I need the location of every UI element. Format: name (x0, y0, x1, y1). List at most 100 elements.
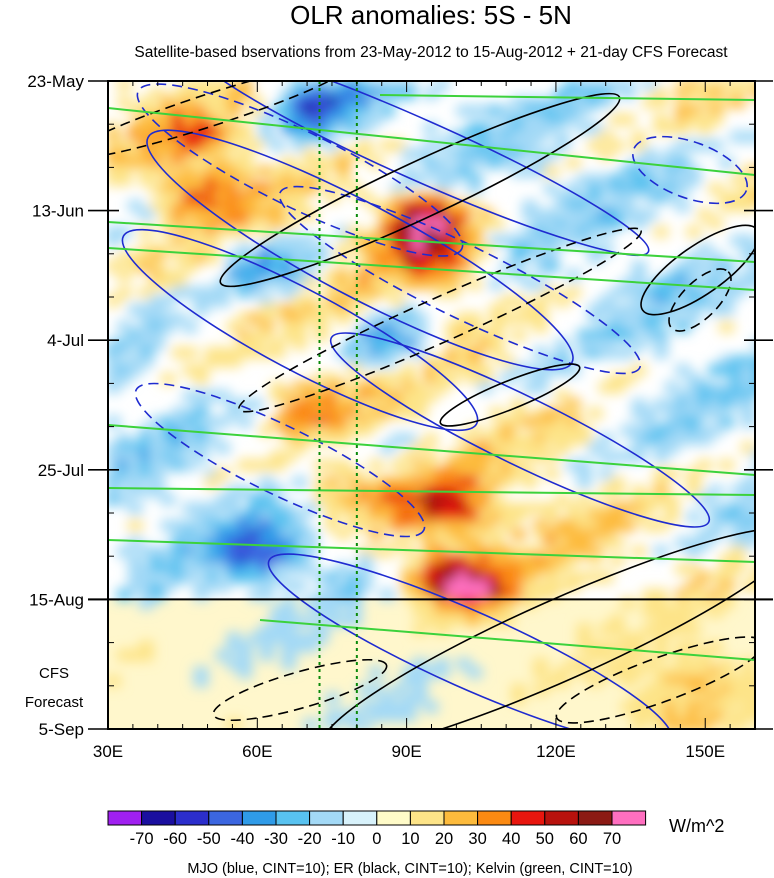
anomaly-cell (379, 441, 395, 454)
anomaly-cell (412, 251, 428, 264)
anomaly-cell (357, 81, 373, 91)
reference-longitude-lines (318, 81, 358, 729)
anomaly-cell (752, 338, 755, 351)
colorbar-swatch (544, 810, 579, 826)
anomaly-cell (489, 277, 505, 290)
anomaly-cell (511, 692, 527, 705)
anomaly-cell (697, 122, 713, 135)
colorbar-label: 70 (603, 830, 621, 848)
anomaly-cell (565, 156, 581, 169)
anomaly-cell (598, 225, 614, 238)
anomaly-cell (752, 511, 755, 523)
anomaly-cell (215, 295, 231, 307)
anomaly-cell (620, 113, 636, 126)
anomaly-cell (434, 81, 450, 91)
anomaly-cell (357, 718, 373, 729)
anomaly-cell (752, 519, 755, 532)
plot-area (108, 81, 755, 729)
anomaly-cell (587, 675, 603, 688)
anomaly-cell (412, 174, 428, 187)
anomaly-cell (653, 718, 669, 729)
anomaly-cell (401, 87, 417, 100)
er-contour (439, 363, 581, 427)
anomaly-cell (108, 295, 121, 307)
anomaly-cell (346, 614, 362, 627)
anomaly-cell (587, 81, 603, 91)
anomaly-cell (215, 415, 231, 428)
mjo-contour (136, 83, 464, 257)
anomaly-cell (138, 225, 154, 238)
anomaly-cell (292, 251, 308, 264)
anomaly-cell (401, 709, 417, 722)
anomaly-cell (609, 536, 625, 549)
anomaly-cell (576, 476, 592, 489)
anomaly-cell (182, 81, 198, 91)
anomaly-cell (270, 139, 286, 152)
anomaly-cell (108, 381, 121, 394)
anomaly-cell (357, 251, 373, 264)
anomaly-cell (379, 588, 395, 601)
anomaly-cell (533, 320, 549, 333)
colorbar-label: 30 (468, 830, 486, 848)
anomaly-cell (752, 372, 755, 385)
anomaly-cell (675, 122, 691, 135)
anomaly-cell (314, 329, 330, 342)
anomaly-cell (511, 329, 527, 342)
anomaly-cell (193, 303, 209, 316)
anomaly-cell (620, 346, 636, 359)
anomaly-cell (160, 372, 176, 385)
anomaly-cell (346, 81, 362, 91)
colorbar-label: 50 (536, 830, 554, 848)
anomaly-cell (193, 372, 209, 385)
anomaly-cell (686, 511, 702, 523)
anomaly-cell (719, 459, 735, 472)
anomaly-cell (752, 243, 755, 256)
anomaly-cell (204, 251, 220, 264)
x-tick-label: 90E (391, 742, 421, 761)
anomaly-cell (653, 346, 669, 359)
anomaly-cell (478, 381, 494, 394)
colorbar-swatch (208, 810, 243, 826)
anomaly-cell (324, 718, 340, 729)
colorbar-label: 0 (372, 830, 381, 848)
anomaly-cell (522, 476, 538, 489)
anomaly-cell (500, 476, 516, 489)
anomaly-cell (108, 675, 121, 688)
anomaly-cell (423, 251, 439, 264)
anomaly-cell (686, 718, 702, 729)
anomaly-cell (357, 122, 373, 135)
y-tick-label: 23-May (27, 72, 84, 91)
anomaly-cell (752, 364, 755, 377)
anomaly-cell (609, 381, 625, 394)
colorbar-swatch (141, 810, 176, 826)
anomaly-cell (719, 718, 735, 729)
anomaly-cell (752, 251, 755, 264)
anomaly-cell (587, 407, 603, 420)
anomaly-cell (620, 81, 636, 91)
colorbar: -70 -60 -50 -40 -30 -20 -10 0 10 20 30 40 50 60 70 (107, 810, 647, 848)
chart-title: OLR anomalies: 5S - 5N (290, 0, 572, 30)
anomaly-cell (686, 81, 702, 91)
colorbar-swatch (477, 810, 512, 826)
colorbar-label: -60 (163, 830, 187, 848)
anomaly-cell (653, 225, 669, 238)
mjo-contour (267, 553, 673, 729)
anomaly-cell (598, 148, 614, 161)
er-contour (555, 636, 755, 724)
anomaly-cell (281, 657, 297, 670)
anomaly-cell (609, 485, 625, 498)
anomaly-cell (511, 251, 527, 264)
anomaly-cell (675, 81, 691, 91)
anomaly-cell (631, 718, 647, 729)
anomaly-cell (741, 441, 755, 454)
colorbar-swatch (107, 810, 143, 826)
colorbar-label: -10 (331, 830, 355, 848)
anomaly-cell (675, 320, 691, 333)
anomaly-cell (752, 277, 755, 290)
colorbar-swatch (342, 810, 378, 826)
anomaly-cell (303, 81, 319, 91)
anomaly-cell (368, 81, 384, 91)
anomaly-cell (335, 528, 351, 541)
anomaly-cell (752, 701, 755, 714)
anomaly-cell (379, 251, 395, 264)
